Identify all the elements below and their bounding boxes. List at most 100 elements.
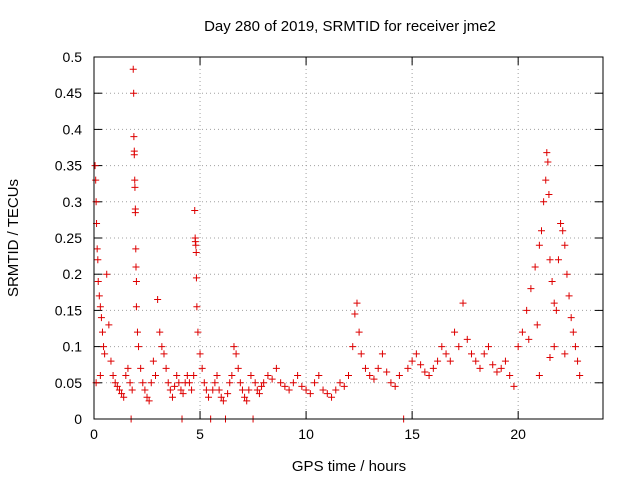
data-point bbox=[361, 364, 369, 372]
data-point bbox=[272, 364, 280, 372]
data-point bbox=[234, 364, 242, 372]
data-point bbox=[128, 386, 136, 394]
data-point bbox=[130, 133, 138, 141]
data-point bbox=[132, 277, 140, 285]
data-point bbox=[241, 393, 249, 401]
data-point bbox=[501, 357, 509, 365]
data-point bbox=[518, 328, 526, 336]
data-point bbox=[147, 379, 155, 387]
data-point bbox=[332, 386, 340, 394]
data-point bbox=[328, 393, 336, 401]
data-point bbox=[143, 393, 151, 401]
data-point bbox=[559, 227, 567, 235]
data-point bbox=[224, 390, 232, 398]
data-point bbox=[130, 151, 138, 159]
data-point bbox=[535, 372, 543, 380]
data-point bbox=[574, 357, 582, 365]
data-point bbox=[563, 270, 571, 278]
data-point bbox=[412, 350, 420, 358]
data-point bbox=[133, 328, 141, 336]
data-point bbox=[126, 379, 134, 387]
data-point bbox=[255, 390, 263, 398]
data-point bbox=[96, 303, 104, 311]
data-point bbox=[537, 227, 545, 235]
data-point bbox=[387, 379, 395, 387]
data-point bbox=[185, 379, 193, 387]
data-point bbox=[213, 372, 221, 380]
data-point bbox=[281, 382, 289, 390]
data-point bbox=[209, 386, 217, 394]
data-point bbox=[192, 274, 200, 282]
data-point bbox=[311, 379, 319, 387]
data-point bbox=[429, 364, 437, 372]
data-point bbox=[476, 364, 484, 372]
data-point bbox=[302, 386, 310, 394]
data-point bbox=[92, 176, 100, 184]
data-point bbox=[451, 328, 459, 336]
y-tick-label: 0.3 bbox=[63, 194, 83, 210]
data-point bbox=[232, 350, 240, 358]
data-point bbox=[211, 379, 219, 387]
data-point bbox=[192, 241, 200, 249]
data-point bbox=[158, 343, 166, 351]
data-point bbox=[168, 393, 176, 401]
data-point bbox=[131, 209, 139, 217]
data-point bbox=[370, 375, 378, 383]
x-axis-label: GPS time / hours bbox=[292, 458, 406, 475]
data-point bbox=[459, 299, 467, 307]
data-point bbox=[107, 357, 115, 365]
data-point bbox=[175, 379, 183, 387]
data-point bbox=[268, 375, 276, 383]
data-point bbox=[124, 364, 132, 372]
data-point bbox=[152, 372, 160, 380]
data-point bbox=[294, 372, 302, 380]
data-point bbox=[472, 357, 480, 365]
data-point bbox=[545, 191, 553, 199]
data-point bbox=[198, 364, 206, 372]
data-point bbox=[557, 220, 565, 228]
data-point bbox=[395, 372, 403, 380]
data-point bbox=[548, 277, 556, 285]
data-point bbox=[425, 372, 433, 380]
x-tick-label: 5 bbox=[196, 426, 204, 442]
data-point bbox=[97, 314, 105, 322]
y-tick-label: 0 bbox=[74, 411, 82, 427]
data-point bbox=[130, 89, 138, 97]
data-point bbox=[179, 390, 187, 398]
data-point bbox=[323, 390, 331, 398]
data-points bbox=[91, 65, 584, 423]
plot-frame bbox=[93, 56, 604, 420]
data-point bbox=[156, 328, 164, 336]
data-point bbox=[442, 350, 450, 358]
data-point bbox=[306, 390, 314, 398]
data-point bbox=[191, 206, 199, 214]
data-point bbox=[374, 364, 382, 372]
grid bbox=[94, 57, 603, 419]
data-point bbox=[463, 335, 471, 343]
data-point bbox=[438, 343, 446, 351]
data-point bbox=[190, 372, 198, 380]
data-point bbox=[550, 343, 558, 351]
data-point bbox=[535, 241, 543, 249]
data-point bbox=[366, 372, 374, 380]
data-point bbox=[217, 393, 225, 401]
data-point bbox=[569, 328, 577, 336]
data-point bbox=[543, 149, 551, 157]
data-point bbox=[93, 245, 101, 253]
data-point bbox=[298, 382, 306, 390]
data-point bbox=[118, 390, 126, 398]
data-point bbox=[132, 263, 140, 271]
data-point bbox=[510, 382, 518, 390]
chart-title: Day 280 of 2019, SRMTID for receiver jme… bbox=[204, 18, 496, 35]
data-point bbox=[484, 343, 492, 351]
data-point bbox=[141, 386, 149, 394]
data-point bbox=[383, 368, 391, 376]
data-point bbox=[468, 350, 476, 358]
y-axis-label: SRMTID / TECUs bbox=[5, 179, 22, 297]
data-point bbox=[489, 361, 497, 369]
data-point bbox=[193, 303, 201, 311]
data-point bbox=[194, 328, 202, 336]
data-point bbox=[540, 198, 548, 206]
data-point bbox=[421, 368, 429, 376]
